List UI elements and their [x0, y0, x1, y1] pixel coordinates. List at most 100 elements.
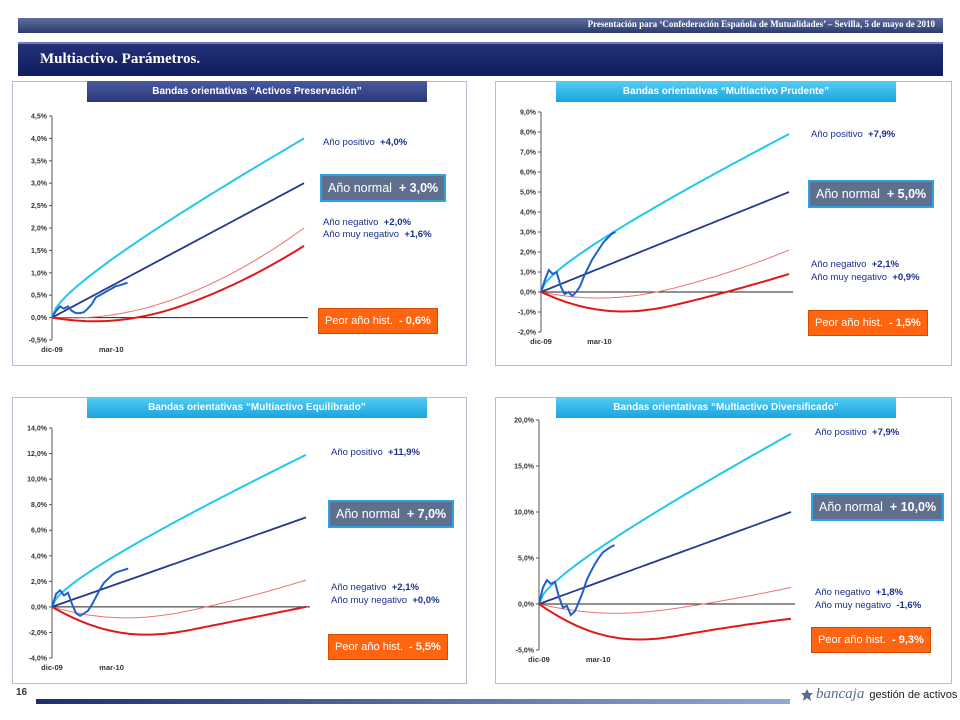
band-negative [51, 227, 305, 319]
band-positive [51, 137, 305, 318]
y-tick-label: 5,0% [520, 190, 537, 197]
y-tick-label: 0,0% [31, 604, 48, 611]
worst-year-box: Peor año hist. - 9,3% [811, 627, 931, 653]
y-tick-label: 0,0% [31, 315, 48, 322]
y-tick-label: 3,5% [31, 158, 48, 165]
band-positive [51, 453, 307, 608]
y-tick-label: 0,0% [520, 290, 537, 297]
panel-title: Bandas orientativas “Activos Preservació… [87, 81, 427, 102]
presentation-banner: Presentación para ‘Confederación Español… [18, 18, 943, 33]
band-normal [538, 511, 792, 605]
normal-year-box: Año normal + 10,0% [811, 493, 945, 521]
worst-year-box: Peor año hist. - 0,6% [318, 308, 438, 334]
label-very-negative: Año muy negativo +0,0% [331, 595, 440, 606]
chart-multiactivo-prudente: -2,0% -1,0% 0,0% 1,0% 2,0% 3,0% 4,0% 5,0% 6,0% 7,… [518, 110, 793, 346]
y-tick-label: 8,0% [520, 130, 537, 137]
x-tick-label: dic-09 [530, 337, 552, 346]
y-tick-label: 12,0% [27, 451, 48, 458]
y-tick-label: 6,0% [520, 170, 537, 177]
band-normal [540, 191, 790, 293]
normal-year-box: Año normal + 7,0% [328, 500, 455, 528]
label-positive: Año positivo +11,9% [331, 447, 421, 458]
y-tick-label: 8,0% [31, 502, 48, 509]
y-tick-label: 4,0% [31, 553, 48, 560]
label-negative: Año negativo +2,1% [811, 259, 899, 270]
panel-title: Bandas orientativas “Multiactivo Diversi… [556, 397, 896, 418]
y-tick-label: -0,5% [29, 338, 48, 345]
y-tick-label: 2,0% [520, 250, 537, 257]
y-tick-label: 7,0% [520, 150, 537, 157]
panel-title: Bandas orientativas “Multiactivo Equilib… [87, 397, 427, 418]
band-negative [538, 586, 792, 614]
brand-tagline: gestión de activos [869, 688, 958, 701]
band-normal [51, 516, 307, 608]
x-tick-label: mar-10 [586, 655, 611, 664]
y-tick-label: 3,0% [520, 230, 537, 237]
chart-multiactivo-diversificado: -5,0% 0,0% 5,0% 10,0% 15,0% 20,0% dic-09 mar-10 [514, 418, 795, 664]
x-tick-label: mar-10 [99, 345, 124, 354]
band-negative [51, 579, 307, 619]
y-tick-label: 4,5% [31, 114, 48, 121]
portfolio-line [540, 231, 616, 298]
label-positive: Año positivo +7,9% [815, 427, 900, 438]
presentation-note: Presentación para ‘Confederación Español… [587, 19, 935, 29]
title-banner: Multiactivo. Parámetros. [18, 42, 943, 76]
y-tick-label: 10,0% [27, 477, 48, 484]
label-very-negative: Año muy negativo -1,6% [815, 600, 922, 611]
page-number: 16 [16, 687, 28, 698]
y-tick-label: 9,0% [520, 110, 537, 117]
normal-year-box: Año normal + 3,0% [320, 174, 447, 202]
y-tick-label: -2,0% [518, 330, 537, 337]
label-very-negative: Año muy negativo +0,9% [811, 272, 920, 283]
band-positive [540, 133, 790, 293]
portfolio-line [51, 281, 128, 319]
y-tick-label: 15,0% [514, 464, 535, 471]
y-tick-label: 4,0% [31, 136, 48, 143]
chart-multiactivo-equilibrado: -4,0% -2,0% 0,0% 2,0% 4,0% 6,0% 8,0% 10,0% 12,0%… [27, 426, 310, 672]
bancaja-logo: bancaja gestión de activos [800, 686, 957, 703]
label-positive: Año positivo +7,9% [811, 129, 896, 140]
page-title: Multiactivo. Parámetros. [40, 51, 201, 67]
y-tick-label: -2,0% [29, 630, 48, 637]
y-tick-label: 2,0% [31, 579, 48, 586]
label-positive: Año positivo +4,0% [323, 137, 408, 148]
band-very-negative [540, 273, 790, 313]
y-tick-label: 4,0% [520, 210, 537, 217]
worst-year-box: Peor año hist. - 1,5% [808, 310, 928, 336]
x-tick-label: mar-10 [99, 663, 124, 672]
y-tick-label: 14,0% [27, 426, 48, 433]
label-negative: Año negativo +2,1% [331, 582, 419, 593]
band-positive [538, 432, 792, 605]
label-negative: Año negativo +1,8% [815, 587, 903, 598]
x-tick-label: mar-10 [587, 337, 612, 346]
y-tick-label: 0,5% [31, 293, 48, 300]
y-tick-label: -5,0% [516, 648, 535, 655]
footer-bar [36, 699, 790, 704]
panel-title: Bandas orientativas “Multiactivo Prudent… [556, 81, 896, 102]
x-tick-label: dic-09 [41, 345, 63, 354]
y-tick-label: -4,0% [29, 656, 48, 663]
y-tick-label: 0,0% [518, 602, 535, 609]
y-tick-label: 1,0% [520, 270, 537, 277]
y-tick-label: 3,0% [31, 181, 48, 188]
label-negative: Año negativo +2,0% [323, 217, 411, 228]
bancaja-logo-icon [801, 688, 813, 701]
band-very-negative [538, 603, 792, 641]
band-very-negative [51, 245, 305, 323]
label-very-negative: Año muy negativo +1,6% [323, 229, 432, 240]
panel-multiactivo-prudente [495, 81, 952, 366]
worst-year-box: Peor año hist. - 5,5% [328, 634, 448, 660]
y-tick-label: 5,0% [518, 556, 535, 563]
portfolio-line [51, 567, 129, 617]
band-very-negative [51, 605, 307, 636]
y-tick-label: 2,0% [31, 226, 48, 233]
y-tick-label: -1,0% [518, 310, 537, 317]
band-normal [51, 182, 305, 319]
y-tick-label: 6,0% [31, 528, 48, 535]
chart-activos-preservacion: -0,5% 0,0% 0,5% 1,0% 1,5% 2,0% 2,5% 3,0% 3,5% 4,0… [29, 114, 308, 354]
y-tick-label: 10,0% [514, 510, 535, 517]
brand-name: bancaja [816, 686, 865, 702]
x-tick-label: dic-09 [41, 663, 63, 672]
x-tick-label: dic-09 [528, 655, 550, 664]
y-tick-label: 2,5% [31, 203, 48, 210]
